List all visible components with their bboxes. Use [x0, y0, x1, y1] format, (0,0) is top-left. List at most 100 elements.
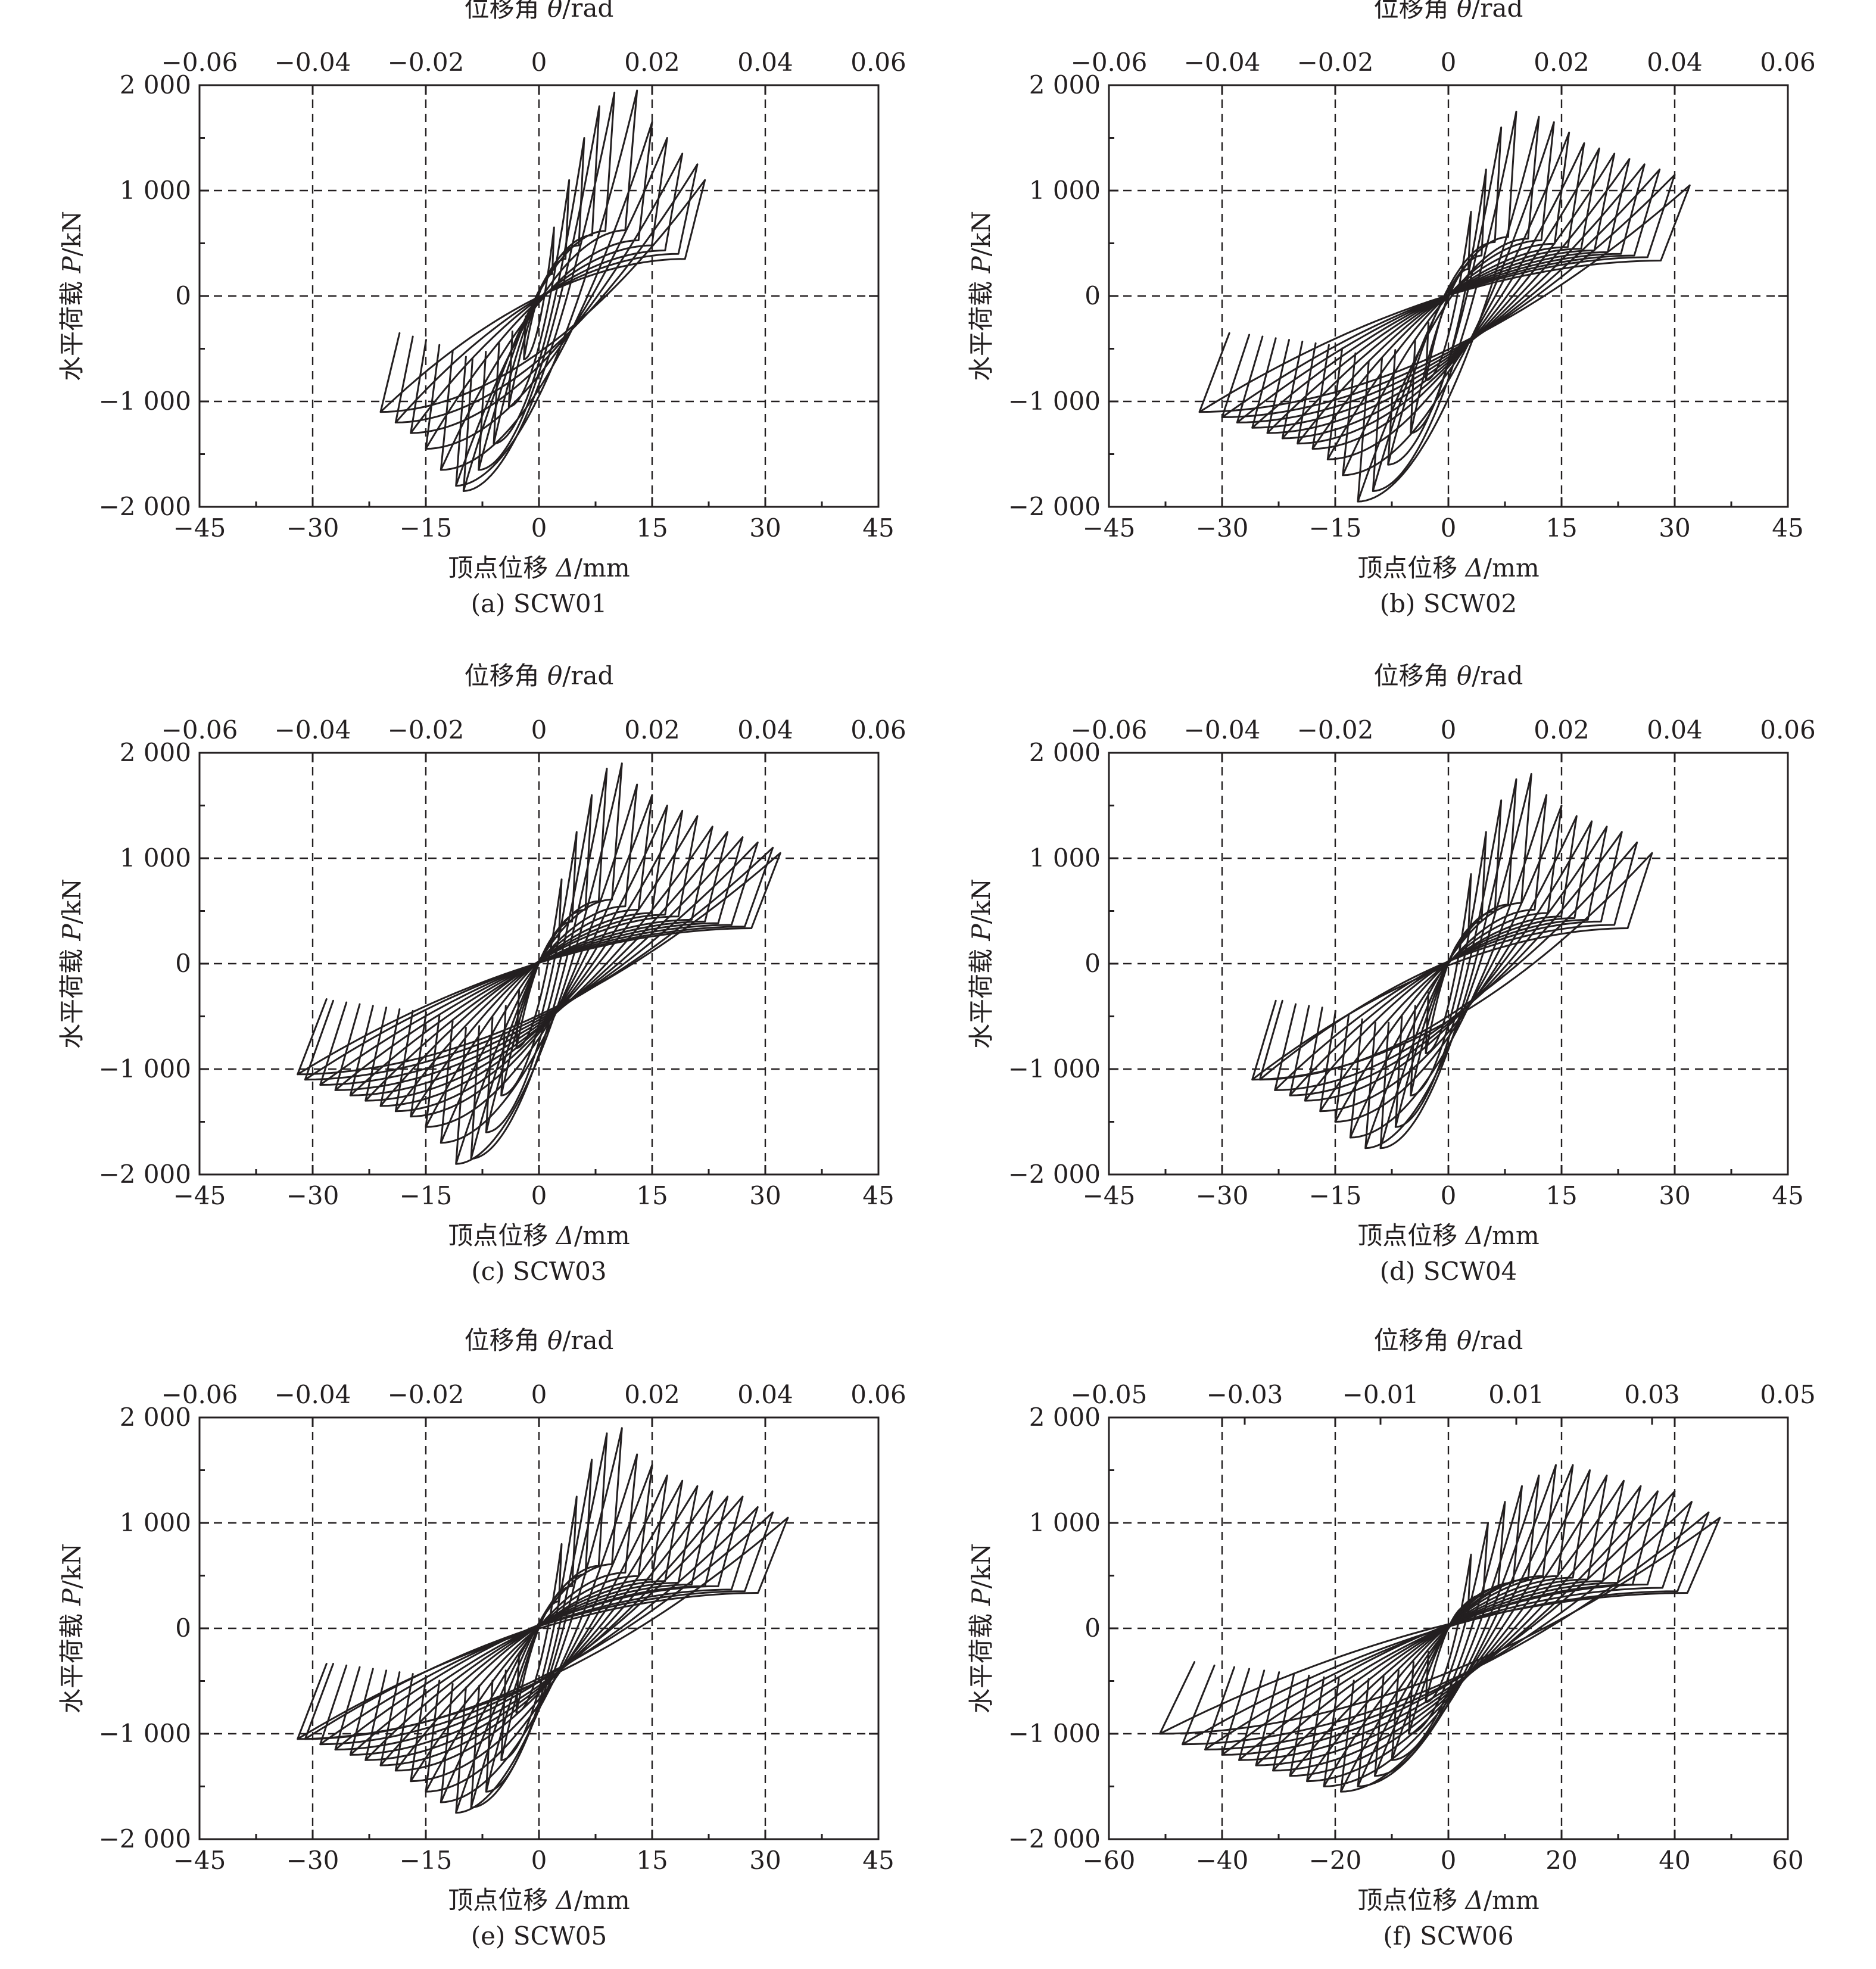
x2-tick-label: −0.04	[1184, 715, 1261, 744]
x2-axis-title-part: θ	[1457, 661, 1472, 690]
x2-tick-label: −0.06	[161, 1380, 238, 1409]
x2-tick-label: 0	[531, 1380, 547, 1409]
panel-caption: (b) SCW02	[1380, 589, 1517, 618]
x2-tick-label: 0.02	[624, 715, 680, 744]
x-tick-label: 0	[531, 1846, 547, 1875]
x2-tick-label: −0.02	[388, 715, 465, 744]
x-tick-label: −30	[1196, 1181, 1249, 1210]
chart-panel-scw03: −45 −30 −15 0 15 30 45 −0.06 −0.04 −0.02 0 0.02 0.04…	[57, 661, 906, 1286]
x2-tick-label: −0.06	[161, 715, 238, 744]
x-axis-title-part: Δ	[555, 1886, 574, 1915]
hysteresis-loop-12	[349, 831, 729, 1096]
x2-tick-label: 0.02	[624, 48, 680, 77]
y-axis-title-part: P	[57, 256, 86, 274]
y-tick-label: 0	[1085, 1613, 1101, 1643]
x2-axis-title: 位移角 θ/rad	[1374, 1326, 1523, 1355]
x2-tick-label: 0.06	[1760, 715, 1816, 744]
x2-tick-label: −0.05	[1071, 1380, 1148, 1409]
x-tick-label: 30	[749, 1846, 781, 1875]
y-tick-label: 2 000	[120, 738, 191, 767]
x-axis-title-part: 顶点位移	[1357, 553, 1465, 582]
hysteresis-loop-9	[394, 809, 684, 1113]
x2-tick-label: −0.03	[1207, 1380, 1283, 1409]
hysteresis-loop-14	[319, 842, 759, 1086]
series-hysteresis-loops	[1198, 110, 1691, 503]
hysteresis-loop-8	[425, 137, 668, 450]
hysteresis-loop-16	[297, 852, 781, 1076]
series-hysteresis-loops	[379, 89, 706, 492]
hysteresis-loop-14	[1221, 174, 1676, 418]
x2-axis-title-part: 位移角	[1374, 0, 1457, 23]
y-tick-label: −1 000	[1008, 1054, 1101, 1083]
hysteresis-loop-13	[1251, 852, 1653, 1081]
y-tick-label: 2 000	[1029, 1403, 1101, 1432]
x-axis-title: 顶点位移 Δ/mm	[448, 1221, 630, 1250]
x-tick-label: −45	[1083, 513, 1136, 543]
x2-tick-label: 0.04	[737, 48, 793, 77]
x-axis-title-part: 顶点位移	[448, 1221, 556, 1250]
chart-panel-scw06: −60 −40 −20 0 20 40 60 −0.05 −0.03 −0.01 0.01 0.03 0…	[967, 1326, 1816, 1951]
x-axis-title-part: /mm	[574, 553, 630, 582]
hysteresis-loop-15	[304, 1511, 774, 1740]
x-tick-label: 15	[636, 1846, 668, 1875]
x-tick-label: 30	[749, 513, 781, 543]
hysteresis-loop-8	[410, 1474, 668, 1783]
y-tick-label: −2 000	[1008, 1160, 1101, 1189]
y-tick-label: −1 000	[99, 387, 191, 416]
hysteresis-loop-13	[1221, 1490, 1676, 1756]
series-hysteresis-loops	[1251, 772, 1653, 1149]
x-tick-label: 60	[1772, 1846, 1803, 1875]
hysteresis-loop-12	[1258, 842, 1638, 1081]
hysteresis-loop-6	[455, 89, 638, 487]
hysteresis-loop-7	[425, 1464, 653, 1793]
hysteresis-loop-5	[1364, 772, 1532, 1149]
chart-panel-scw05: −45 −30 −15 0 15 30 45 −0.06 −0.04 −0.02 0 0.02 0.04…	[57, 1326, 906, 1951]
x-axis-title-part: /mm	[574, 1886, 630, 1915]
x2-tick-label: −0.04	[275, 1380, 351, 1409]
x-tick-label: −30	[286, 513, 339, 543]
x-axis-title-part: /mm	[1484, 1886, 1540, 1915]
x2-axis-title-part: 位移角	[1374, 1326, 1457, 1355]
hysteresis-loop-15	[1198, 184, 1691, 413]
x-axis-title-part: Δ	[1464, 1221, 1484, 1250]
y-axis-title-part: 水平荷载	[57, 1606, 86, 1713]
hysteresis-loop-10	[1281, 152, 1616, 440]
hysteresis-loop-3	[493, 137, 585, 445]
hysteresis-loop-12	[1251, 163, 1646, 429]
y-axis-title: 水平荷载 P/kN	[967, 1543, 996, 1713]
hysteresis-loop-13	[334, 836, 744, 1091]
y-axis-title-part: /kN	[967, 211, 996, 256]
x2-axis-title-part: 位移角	[465, 661, 547, 690]
hysteresis-loop-14	[319, 1506, 759, 1746]
x2-tick-label: 0.05	[1760, 1380, 1816, 1409]
x2-axis-title-part: /rad	[562, 661, 613, 690]
x-axis-title-part: 顶点位移	[448, 553, 556, 582]
x2-tick-label: 0	[531, 48, 547, 77]
x2-axis-title-part: θ	[547, 0, 562, 23]
hysteresis-loop-7	[440, 121, 653, 471]
x-tick-label: 15	[636, 1181, 668, 1210]
hysteresis-loop-8	[1319, 815, 1578, 1113]
x2-tick-label: −0.04	[275, 715, 351, 744]
y-axis-title-part: 水平荷载	[57, 273, 86, 381]
x2-tick-label: −0.06	[1071, 715, 1148, 744]
x-axis-title: 顶点位移 Δ/mm	[1357, 1886, 1540, 1915]
x-tick-label: 0	[531, 513, 547, 543]
hysteresis-loop-1	[523, 226, 555, 360]
y-tick-label: 0	[175, 949, 191, 978]
hysteresis-loop-9	[410, 152, 684, 434]
y-tick-label: −2 000	[99, 1160, 191, 1189]
y-tick-label: 2 000	[1029, 70, 1101, 99]
x2-tick-label: 0.04	[737, 715, 793, 744]
hysteresis-loop-15	[1182, 1511, 1710, 1746]
x2-tick-label: −0.02	[388, 1380, 465, 1409]
x-tick-label: −45	[1083, 1181, 1136, 1210]
x2-axis-title-part: 位移角	[1374, 661, 1457, 690]
x-tick-label: 0	[1441, 513, 1457, 543]
x2-axis-title-part: /rad	[562, 1326, 613, 1355]
x2-axis-title-part: θ	[547, 1326, 562, 1355]
y-tick-label: 2 000	[1029, 738, 1101, 767]
hysteresis-loop-10	[394, 163, 699, 423]
x-axis-title-part: 顶点位移	[1357, 1886, 1465, 1915]
